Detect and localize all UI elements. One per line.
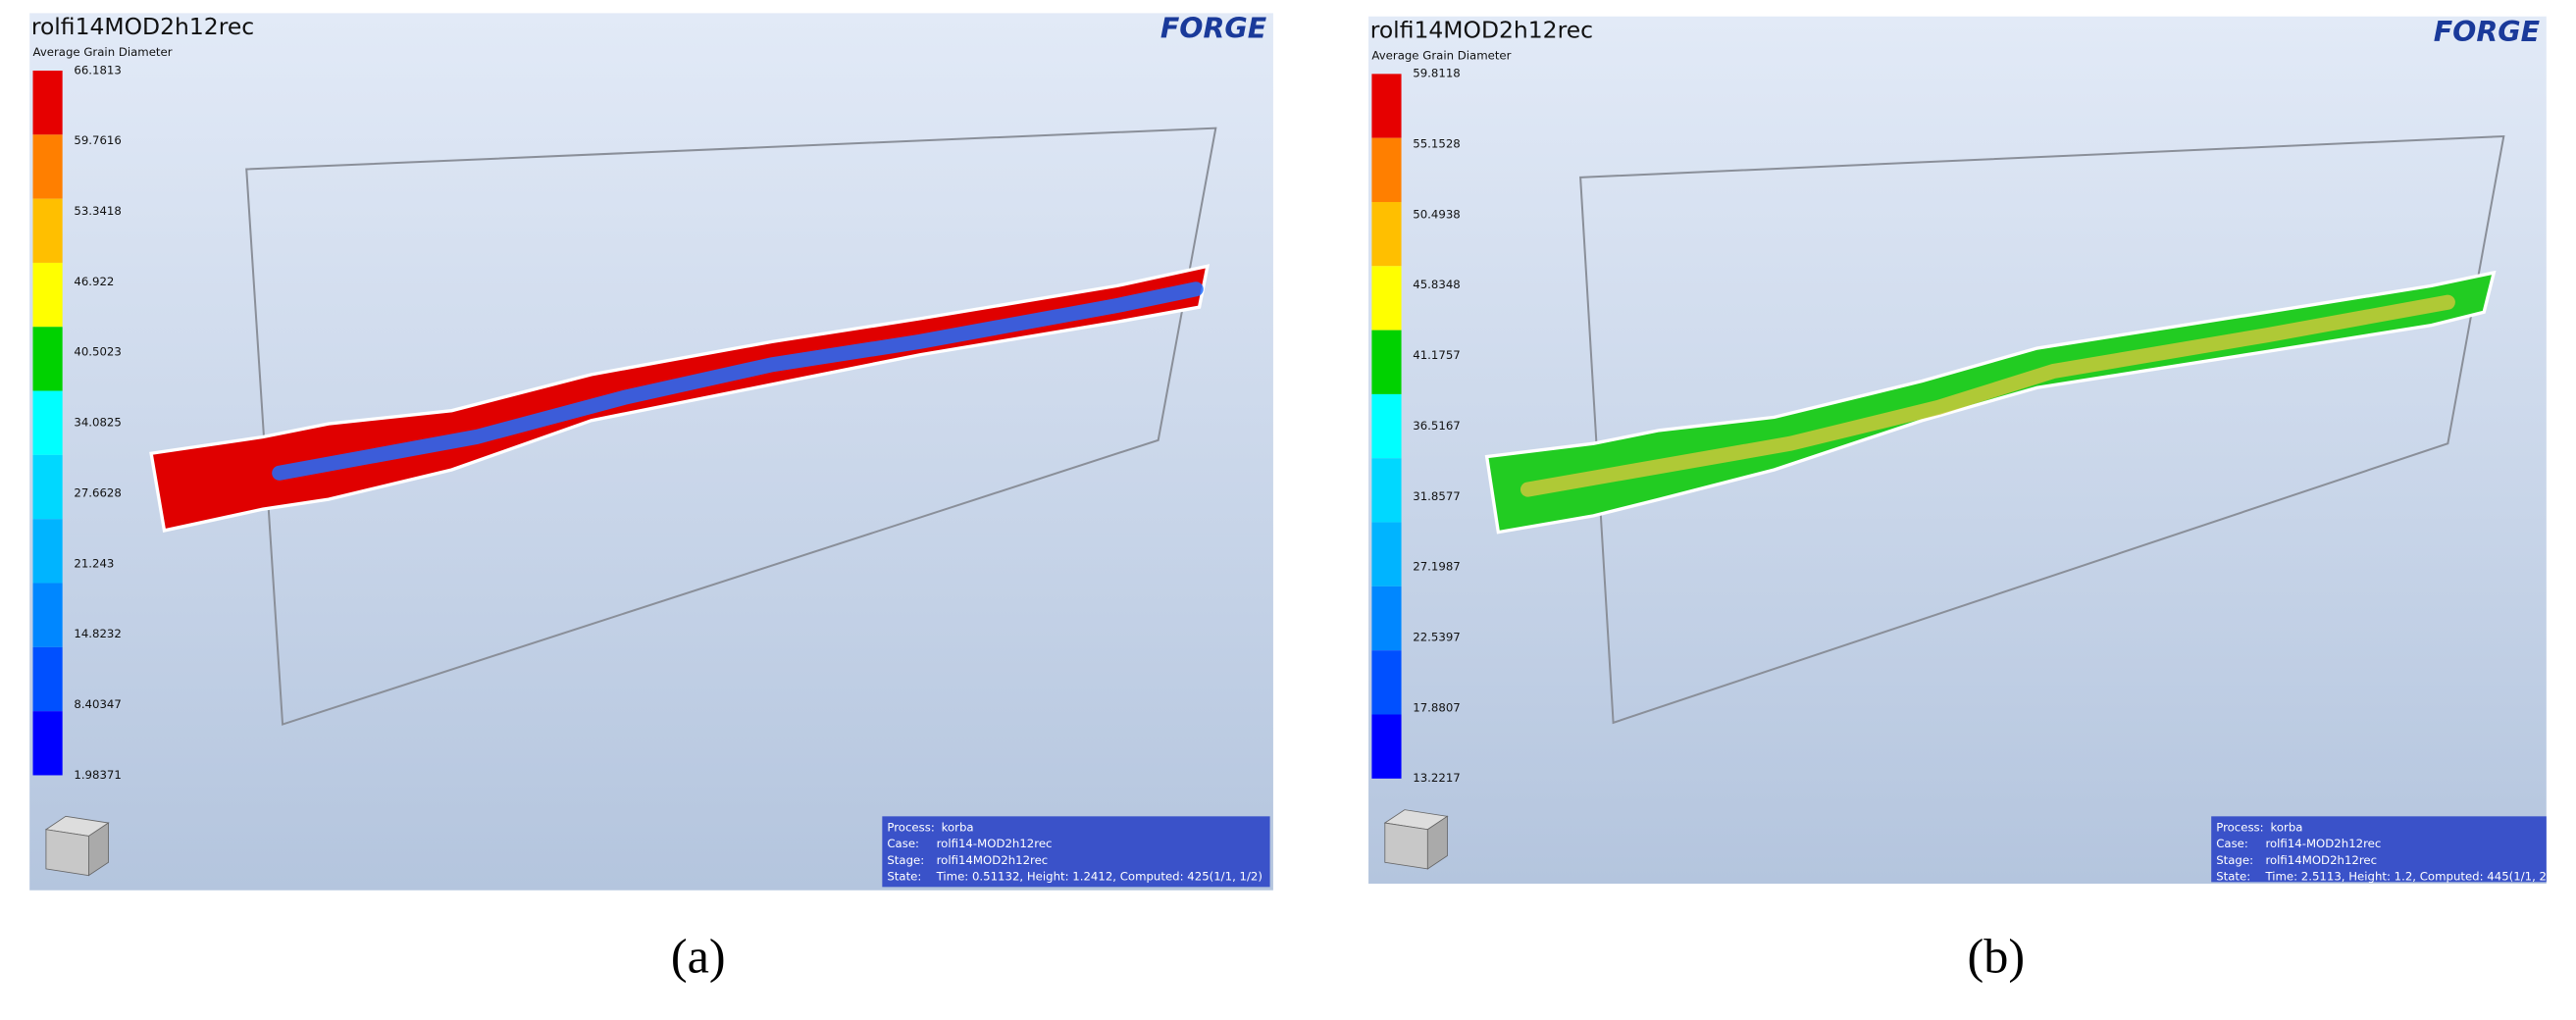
legend-label: 27.1987 <box>1413 560 1460 574</box>
legend-label: 55.1528 <box>1413 137 1460 151</box>
legend-label: 22.5397 <box>1413 630 1460 643</box>
legend-band <box>32 134 63 199</box>
legend-band <box>1371 714 1402 779</box>
panel-label: (a) <box>671 928 726 983</box>
legend-label: 40.5023 <box>74 345 121 359</box>
info-value: rolfi14MOD2h12rec <box>2265 853 2377 867</box>
legend-band <box>32 711 63 776</box>
info-value: Time: 0.51132, Height: 1.2412, Computed:… <box>936 870 1262 884</box>
legend-band <box>32 327 63 391</box>
legend-band <box>32 454 63 520</box>
info-value: rolfi14-MOD2h12rec <box>937 837 1053 850</box>
legend-label: 13.2217 <box>1413 771 1460 785</box>
brand-logo: FORGE <box>2434 16 2541 48</box>
legend-label: 21.243 <box>74 556 114 570</box>
legend-band <box>1371 266 1402 331</box>
legend-band <box>1371 586 1402 651</box>
legend-band <box>32 71 63 135</box>
legend-label: 50.4938 <box>1413 207 1460 221</box>
view-cube-front <box>1384 822 1428 870</box>
view-cube-front <box>45 829 89 877</box>
legend-label: 46.922 <box>74 275 114 288</box>
legend-band <box>1371 522 1402 586</box>
brand-logo: FORGE <box>1160 13 1267 45</box>
legend-band <box>1371 330 1402 394</box>
workpiece-core <box>272 281 1204 481</box>
legend-label: 41.1757 <box>1413 348 1460 362</box>
legend-band <box>1371 137 1402 202</box>
info-box <box>882 816 1270 888</box>
legend-band <box>32 390 63 455</box>
legend-label: 14.8232 <box>74 627 121 640</box>
legend-title: Average Grain Diameter <box>33 45 173 59</box>
panel: rolfi14MOD2h12rec FORGE Average Grain Diam… <box>1368 16 2562 983</box>
legend-band <box>1371 393 1402 459</box>
panel-label: (b) <box>1968 928 2026 983</box>
legend-band <box>1371 201 1402 267</box>
info-key: Stage: <box>887 853 924 867</box>
info-key: Process: <box>887 820 934 834</box>
workpiece-core <box>1520 294 2455 497</box>
legend-label: 53.3418 <box>74 204 121 218</box>
info-key: State: <box>887 870 921 884</box>
legend-band <box>32 198 63 263</box>
legend-band <box>1371 74 1402 138</box>
info-value: korba <box>2270 820 2302 834</box>
view-cube-side <box>88 822 109 877</box>
legend-label: 59.7616 <box>74 133 121 147</box>
legend-label: 17.8807 <box>1413 700 1460 714</box>
info-box <box>2211 816 2547 883</box>
info-key: Case: <box>2216 837 2248 850</box>
legend-band <box>32 583 63 647</box>
legend-title: Average Grain Diameter <box>1371 48 1511 62</box>
view-cube-side <box>1426 815 1448 870</box>
legend-label: 1.98371 <box>74 768 121 782</box>
viewport-title: rolfi14MOD2h12rec <box>31 13 254 40</box>
info-key: State: <box>2216 870 2250 884</box>
panel: rolfi14MOD2h12rec FORGE Average Grain Diam… <box>29 13 1273 983</box>
legend-label: 27.6628 <box>74 485 121 499</box>
legend-label: 31.8577 <box>1413 489 1460 503</box>
legend-band <box>32 519 63 584</box>
info-key: Process: <box>2216 820 2263 834</box>
legend-band <box>1371 650 1402 715</box>
legend-band <box>32 646 63 712</box>
info-value: korba <box>942 820 974 834</box>
info-key: Stage: <box>2216 853 2253 867</box>
viewport-title: rolfi14MOD2h12rec <box>1370 17 1593 44</box>
legend-label: 66.1813 <box>74 63 121 76</box>
bounding-frame <box>1579 134 2505 725</box>
legend-label: 45.8348 <box>1413 278 1460 291</box>
legend-label: 34.0825 <box>74 416 121 430</box>
info-value: rolfi14MOD2h12rec <box>937 853 1049 867</box>
info-key: Case: <box>887 837 919 850</box>
legend-band <box>1371 458 1402 523</box>
bounding-frame <box>245 127 1217 726</box>
info-value: rolfi14-MOD2h12rec <box>2265 837 2381 850</box>
legend-label: 8.40347 <box>74 697 121 711</box>
legend-label: 36.5167 <box>1413 419 1460 433</box>
legend-label: 59.8118 <box>1413 67 1460 80</box>
info-value: Time: 2.5113, Height: 1.2, Computed: 445… <box>2264 870 2562 884</box>
legend-band <box>32 262 63 328</box>
